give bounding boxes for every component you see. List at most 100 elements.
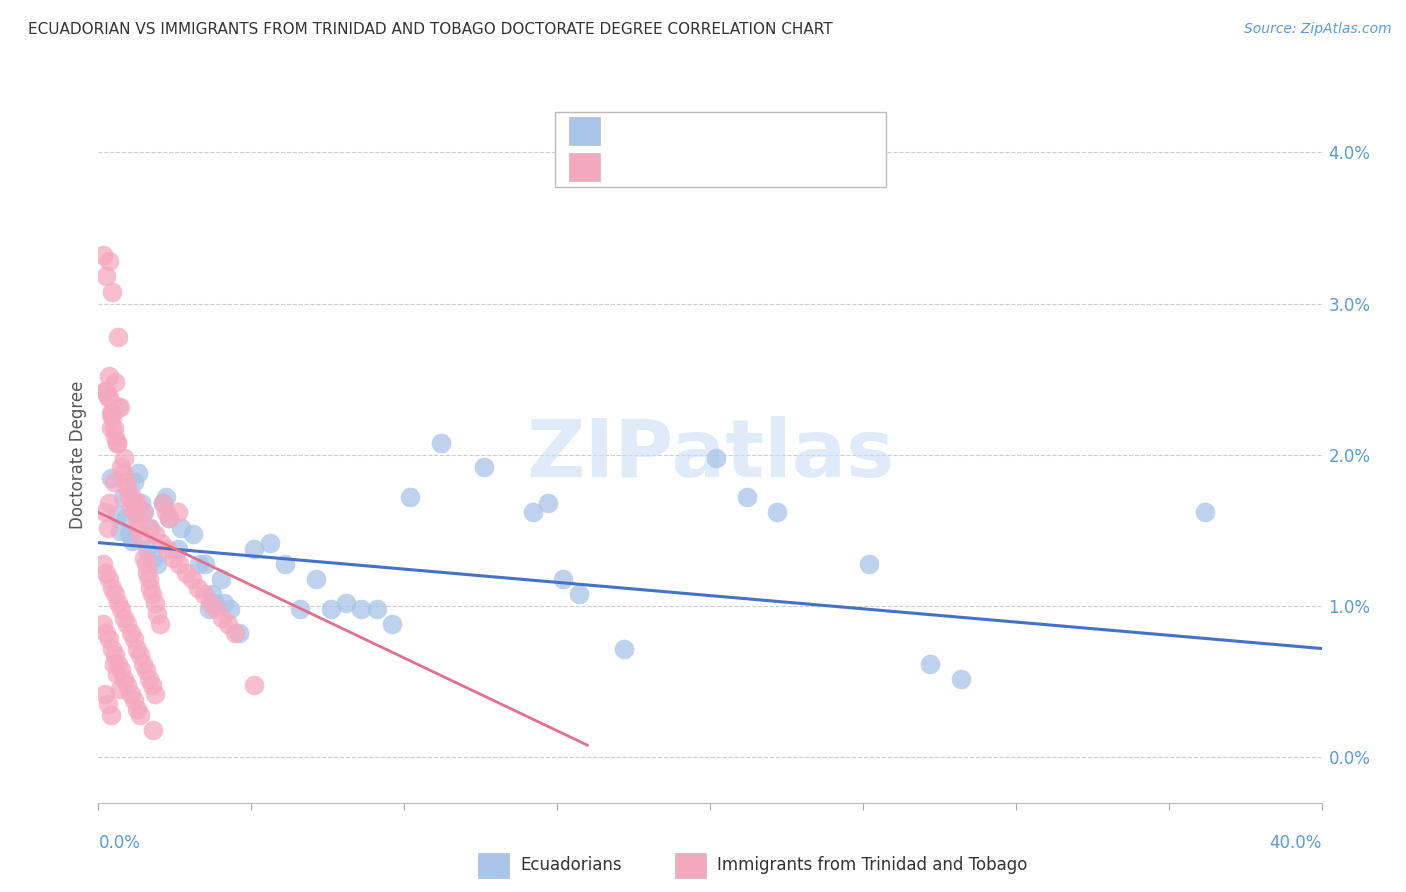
Point: [97, 520, 120, 534]
Point: [125, 511, 148, 525]
Point: [91, 617, 114, 632]
Point: [108, 524, 131, 538]
Point: [129, 496, 152, 510]
Text: R = -0.293   N =  55: R = -0.293 N = 55: [612, 122, 780, 140]
Point: [149, 617, 172, 632]
Point: [112, 450, 135, 465]
Point: [138, 572, 160, 586]
Point: [141, 678, 163, 692]
Point: [243, 541, 266, 556]
Point: [204, 596, 226, 610]
Point: [399, 490, 422, 504]
Point: [157, 511, 180, 525]
Point: [157, 511, 180, 525]
Point: [104, 648, 127, 662]
Point: [134, 550, 156, 565]
Point: [228, 626, 250, 640]
Point: [128, 648, 150, 662]
Point: [122, 475, 145, 490]
Point: [335, 596, 357, 610]
Point: [93, 687, 115, 701]
Point: [98, 496, 121, 510]
Point: [522, 505, 544, 519]
Point: [103, 475, 125, 490]
Point: [243, 678, 266, 692]
Point: [200, 587, 222, 601]
Point: [104, 430, 127, 444]
Point: [101, 285, 124, 299]
Point: [110, 602, 132, 616]
Text: Immigrants from Trinidad and Tobago: Immigrants from Trinidad and Tobago: [717, 856, 1028, 874]
Point: [122, 693, 145, 707]
Text: ECUADORIAN VS IMMIGRANTS FROM TRINIDAD AND TOBAGO DOCTORATE DEGREE CORRELATION C: ECUADORIAN VS IMMIGRANTS FROM TRINIDAD A…: [28, 22, 832, 37]
Point: [142, 723, 165, 738]
Point: [105, 435, 128, 450]
Point: [167, 505, 190, 519]
Point: [120, 500, 142, 515]
Point: [430, 435, 453, 450]
Point: [136, 541, 159, 556]
Point: [155, 490, 177, 504]
Point: [211, 611, 233, 625]
Point: [105, 667, 128, 681]
Point: [108, 682, 131, 697]
Point: [120, 626, 142, 640]
Point: [735, 490, 758, 504]
Point: [91, 248, 114, 262]
Point: [111, 466, 134, 480]
Point: [108, 400, 131, 414]
Point: [150, 535, 173, 549]
Point: [98, 391, 121, 405]
Point: [134, 505, 156, 519]
Point: [101, 641, 124, 656]
Point: [117, 481, 139, 495]
Point: [174, 566, 197, 580]
Point: [141, 587, 163, 601]
Point: [101, 406, 124, 420]
Point: [920, 657, 942, 671]
Point: [156, 541, 179, 556]
Point: [209, 572, 232, 586]
Point: [194, 557, 217, 571]
Point: [180, 572, 202, 586]
Point: [381, 617, 404, 632]
Point: [94, 269, 117, 284]
Point: [117, 617, 139, 632]
Point: [138, 520, 160, 534]
Point: [224, 626, 246, 640]
Point: [219, 602, 242, 616]
Point: [127, 520, 149, 534]
Point: [142, 550, 165, 565]
Point: [100, 470, 122, 484]
Text: 40.0%: 40.0%: [1270, 834, 1322, 852]
Point: [103, 657, 125, 671]
Point: [129, 531, 152, 545]
Point: [145, 557, 167, 571]
Point: [128, 708, 150, 723]
Point: [127, 466, 149, 480]
Point: [98, 369, 121, 384]
Point: [125, 702, 148, 716]
Text: Source: ZipAtlas.com: Source: ZipAtlas.com: [1244, 22, 1392, 37]
Point: [98, 632, 121, 647]
Point: [94, 626, 117, 640]
Point: [152, 496, 174, 510]
Point: [120, 687, 142, 701]
Point: [115, 475, 138, 490]
Text: Ecuadorians: Ecuadorians: [520, 856, 621, 874]
Point: [537, 496, 560, 510]
Point: [100, 406, 122, 420]
Text: ZIPatlas: ZIPatlas: [526, 416, 894, 494]
Point: [125, 496, 148, 510]
Point: [1194, 505, 1216, 519]
Point: [304, 572, 326, 586]
Point: [107, 657, 129, 671]
Point: [104, 587, 127, 601]
Point: [132, 657, 155, 671]
Point: [93, 505, 115, 519]
Point: [155, 505, 177, 519]
Point: [118, 490, 141, 504]
Point: [101, 581, 124, 595]
Point: [91, 557, 114, 571]
Point: [187, 581, 209, 595]
